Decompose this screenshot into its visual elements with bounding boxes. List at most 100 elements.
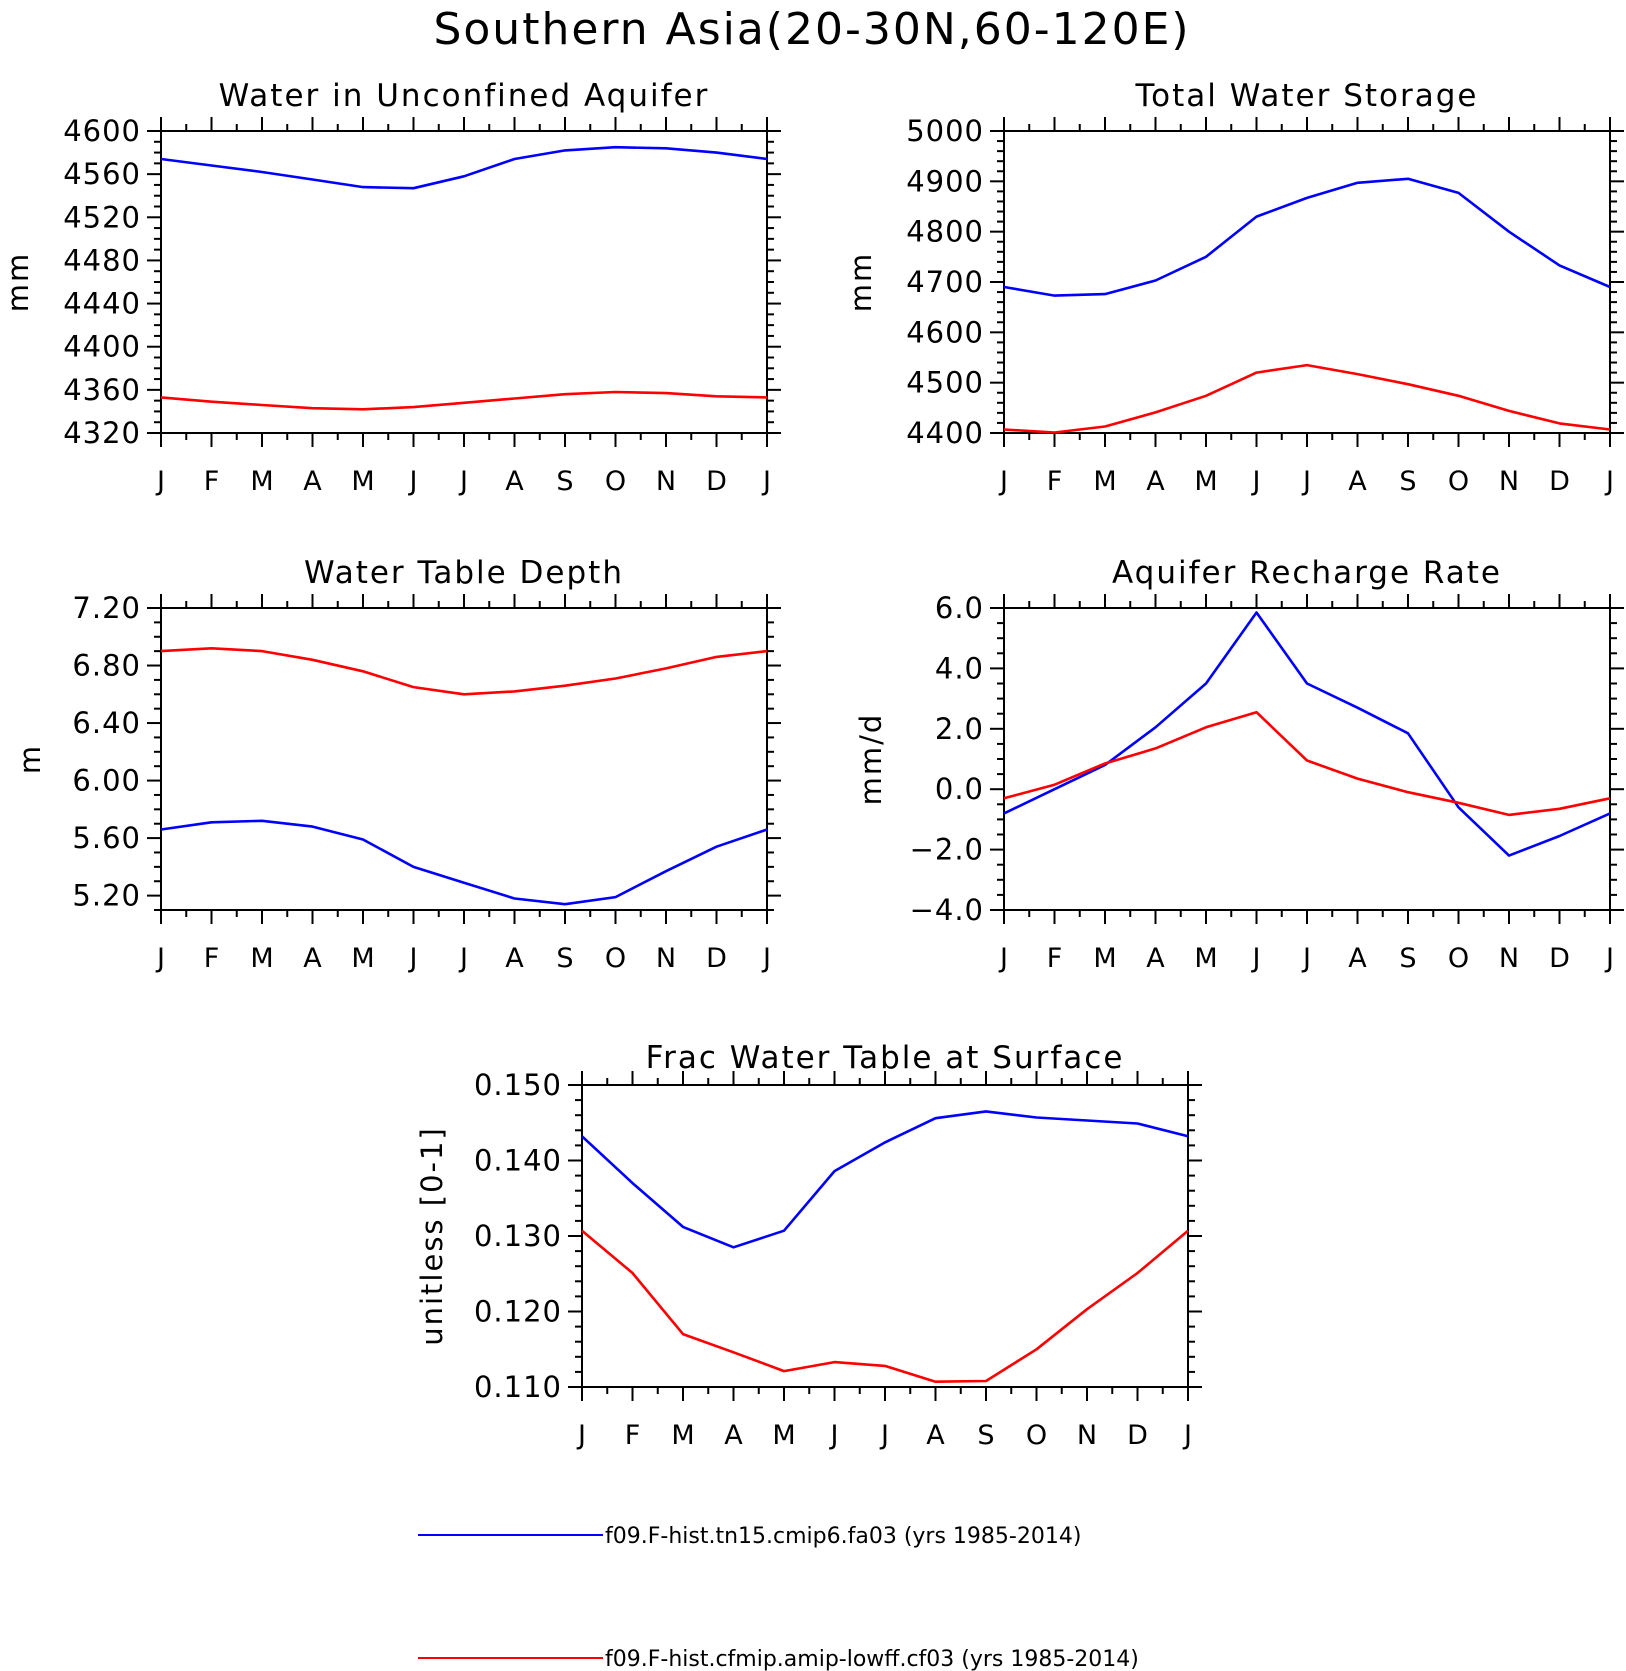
x-tick-label: J [998, 943, 1008, 974]
panel-title: Frac Water Table at Surface [646, 1040, 1125, 1076]
x-tick-label: F [1047, 466, 1063, 497]
x-tick-label: J [1182, 1420, 1192, 1451]
y-tick-label: 4600 [63, 114, 141, 148]
y-tick-label: 4800 [906, 215, 984, 249]
y-axis-label: m [13, 744, 47, 774]
x-tick-label: F [625, 1420, 641, 1451]
x-tick-label: S [1399, 943, 1416, 974]
y-axis-label: mm [1, 252, 35, 313]
x-tick-label: J [761, 943, 771, 974]
x-tick-label: D [706, 466, 727, 497]
y-tick-label: 4700 [906, 265, 984, 299]
x-tick-label: J [879, 1420, 889, 1451]
x-tick-label: D [706, 943, 727, 974]
y-tick-label: 0.110 [474, 1370, 562, 1404]
x-tick-label: N [656, 943, 676, 974]
series-line-1 [1003, 177, 1611, 297]
y-tick-label: 2.0 [935, 712, 984, 746]
y-tick-label: 0.120 [474, 1295, 562, 1329]
y-tick-label: 4320 [63, 416, 141, 450]
x-tick-label: A [303, 466, 322, 497]
y-tick-label: 0.140 [474, 1144, 562, 1178]
x-tick-label: A [926, 1420, 945, 1451]
figure-title: Southern Asia(20-30N,60-120E) [433, 4, 1190, 55]
x-tick-label: F [204, 943, 220, 974]
x-tick-label: J [155, 943, 165, 974]
x-tick-label: J [576, 1420, 586, 1451]
y-tick-label: 5000 [906, 114, 984, 148]
y-tick-label: 4400 [63, 330, 141, 364]
series-line-2 [1003, 363, 1611, 434]
panel-aquifer-recharge-rate: Aquifer Recharge Rate mm/d −4.0 −2.0 0.0 2.0 4… [854, 555, 1624, 974]
y-tick-label: 6.0 [935, 591, 984, 625]
plot-frame [1003, 130, 1611, 434]
x-tick-label: M [671, 1420, 694, 1451]
x-tick-label: A [303, 943, 322, 974]
x-tick-label: M [250, 466, 273, 497]
x-tick-label: F [1047, 943, 1063, 974]
x-tick-label: O [605, 466, 626, 497]
x-tick-label: M [351, 943, 374, 974]
x-tick-label: J [155, 466, 165, 497]
x-tick-label: J [1301, 943, 1311, 974]
y-tick-label: 4560 [63, 157, 141, 191]
y-tick-label: 5.60 [72, 821, 141, 855]
x-tick-label: J [761, 466, 771, 497]
x-tick-label: J [998, 466, 1008, 497]
y-tick-label: −4.0 [910, 893, 984, 927]
x-tick-label: S [556, 466, 573, 497]
series-line-1 [160, 819, 768, 906]
y-tick-label: 6.80 [72, 649, 141, 683]
x-tick-label: A [1146, 466, 1165, 497]
series-line-1 [1003, 611, 1611, 857]
x-tick-label: A [505, 943, 524, 974]
panel-title: Water in Unconfined Aquifer [219, 78, 710, 114]
y-tick-label: 0.130 [474, 1219, 562, 1253]
x-tick-label: J [408, 466, 418, 497]
y-tick-label: 4600 [906, 315, 984, 349]
y-tick-label: 6.40 [72, 706, 141, 740]
x-tick-label: J [1604, 466, 1614, 497]
x-tick-label: A [505, 466, 524, 497]
y-tick-label: 4900 [906, 164, 984, 198]
x-tick-label: M [351, 466, 374, 497]
panel-title: Aquifer Recharge Rate [1112, 555, 1502, 591]
panel-water-in-unconfined-aquifer: Water in Unconfined Aquifer mm 4320 4360 440… [1, 78, 781, 497]
x-tick-label: J [458, 943, 468, 974]
x-tick-label: D [1549, 466, 1570, 497]
x-tick-label: A [1146, 943, 1165, 974]
x-tick-label: O [1448, 466, 1469, 497]
x-tick-label: N [656, 466, 676, 497]
panel-title: Water Table Depth [304, 555, 624, 591]
series-line-1 [160, 145, 768, 190]
y-tick-label: 5.20 [72, 879, 141, 913]
x-tick-label: J [1604, 943, 1614, 974]
series-line-1 [581, 1110, 1189, 1249]
y-axis-label: mm/d [854, 713, 888, 806]
x-tick-label: S [556, 943, 573, 974]
y-tick-label: 4520 [63, 200, 141, 234]
x-tick-label: M [1093, 943, 1116, 974]
panel-title: Total Water Storage [1134, 78, 1478, 114]
x-tick-label: J [458, 466, 468, 497]
y-tick-label: 0.0 [935, 772, 984, 806]
x-tick-label: J [829, 1420, 839, 1451]
series-line-2 [581, 1229, 1189, 1383]
x-tick-label: O [1026, 1420, 1047, 1451]
y-axis-label: unitless [0-1] [415, 1126, 449, 1346]
x-tick-label: A [1348, 466, 1367, 497]
panel-frac-water-table-at-surface: Frac Water Table at Surface unitless [0-1… [415, 1040, 1202, 1451]
y-tick-label: 4440 [63, 287, 141, 321]
y-tick-label: 6.00 [72, 764, 141, 798]
x-tick-label: N [1499, 943, 1519, 974]
series-line-2 [160, 646, 768, 696]
y-tick-label: 4500 [906, 366, 984, 400]
x-tick-label: J [408, 943, 418, 974]
y-tick-label: −2.0 [910, 833, 984, 867]
x-tick-label: D [1127, 1420, 1148, 1451]
x-tick-label: D [1549, 943, 1570, 974]
plot-frame [160, 607, 768, 911]
x-tick-label: S [977, 1420, 994, 1451]
x-tick-label: M [250, 943, 273, 974]
